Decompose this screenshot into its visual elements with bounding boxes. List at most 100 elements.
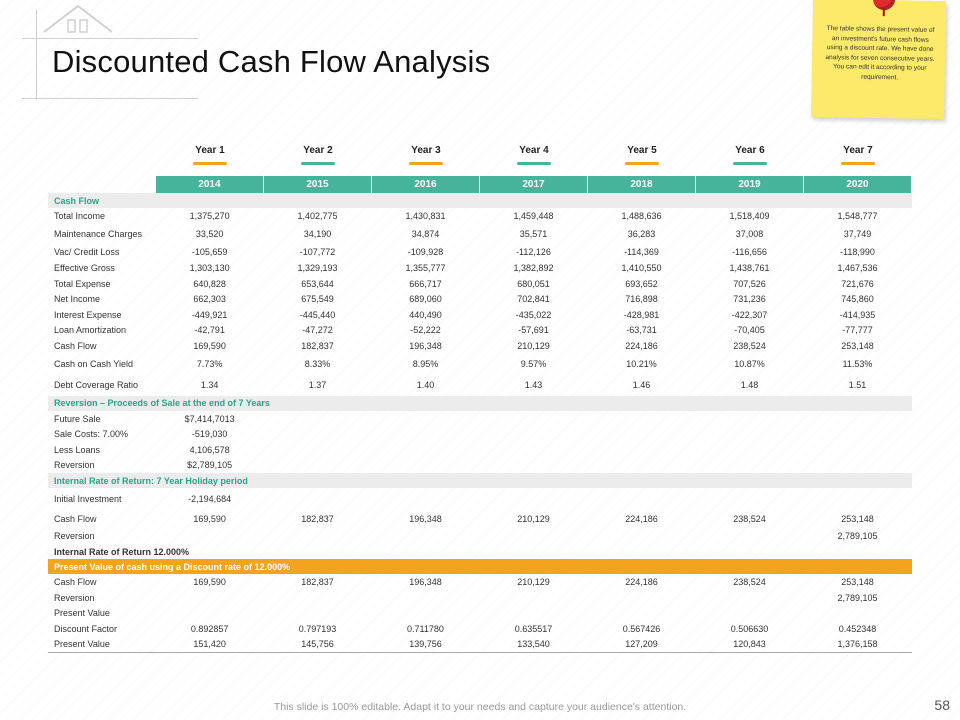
table-section-row: Internal Rate of Return: 7 Year Holiday … — [48, 473, 912, 489]
year-underline — [733, 162, 767, 165]
table-cell — [803, 488, 911, 509]
table-cell: 662,303 — [193, 294, 226, 305]
table-cell: -116,656 — [732, 247, 767, 258]
year-label-text: Year 7 — [843, 145, 873, 156]
table-cell: 1.40 — [416, 380, 435, 391]
row-label: Present Value — [48, 636, 156, 654]
frame-line-bottom — [22, 98, 198, 99]
table-cell — [263, 442, 371, 458]
table-cell: -42,791 — [194, 325, 225, 336]
table-cell — [479, 488, 587, 509]
table-cell: 182,837 — [301, 340, 334, 351]
table-cell: 1.46 — [632, 380, 651, 391]
table-cell: 1,303,130 — [189, 262, 230, 273]
table-cell: 1,410,550 — [621, 262, 662, 273]
table-cell: 35,571 — [519, 229, 548, 240]
year-label: Year 4 — [480, 145, 588, 165]
table-cell: 224,186 — [625, 513, 658, 524]
pin-icon — [872, 0, 896, 11]
table-cell — [695, 426, 803, 442]
table-cell — [587, 458, 695, 474]
table-cell — [587, 606, 695, 622]
row-label: Loan Amortization — [54, 325, 127, 336]
table-row: Cash Flow 169,590 182,837 196,348 210,129 224… — [48, 338, 912, 354]
table-cell: 253,148 — [841, 577, 874, 588]
section-label: Internal Rate of Return: 7 Year Holiday … — [48, 473, 912, 489]
table-cell: 2,789,105 — [837, 530, 878, 541]
table-row: Maintenance Charges 33,520 34,190 34,874 35,… — [48, 224, 912, 245]
table-cell — [156, 606, 264, 622]
column-header: 2017 — [479, 176, 588, 193]
row-label: Discount Factor — [54, 623, 118, 634]
column-header: 2014 — [155, 176, 264, 193]
table-section-row: Present Value of cash using a Discount r… — [48, 559, 912, 575]
table-cell: 253,148 — [841, 513, 874, 524]
table-cell — [695, 488, 803, 509]
table-cell: 196,348 — [409, 340, 442, 351]
table-cell — [479, 426, 587, 442]
table-cell: 666,717 — [409, 278, 442, 289]
sticky-note: The table shows the present value of an … — [810, 0, 947, 120]
table-cell: 716,898 — [625, 294, 658, 305]
table-cell: 238,524 — [733, 513, 766, 524]
row-label: Cash on Cash Yield — [54, 359, 134, 370]
table-cell: 182,837 — [301, 577, 334, 588]
table-row: Debt Coverage Ratio 1.34 1.37 1.40 1.43 1.46 1… — [48, 375, 912, 396]
table-cell: 1,518,409 — [729, 210, 770, 221]
table-cell: -449,921 — [191, 309, 228, 320]
row-label: Sale Costs: 7.00% — [54, 429, 129, 440]
table-cell — [479, 590, 587, 606]
row-label: Cash Flow — [54, 577, 97, 588]
year-label-text: Year 6 — [735, 145, 765, 156]
table-cell: 675,549 — [301, 294, 334, 305]
table-cell: 238,524 — [733, 577, 766, 588]
table-cell — [479, 528, 587, 544]
table-cell — [695, 590, 803, 606]
page-number: 58 — [934, 697, 950, 713]
table-cell: 8.33% — [304, 359, 331, 370]
sticky-note-text: The table shows the present value of an … — [825, 25, 935, 82]
year-underline — [301, 162, 335, 165]
table-cell: 1.51 — [848, 380, 867, 391]
table-cell: 1,329,193 — [297, 262, 338, 273]
table-cell: 1,382,892 — [513, 262, 554, 273]
table-cell — [371, 442, 479, 458]
table-row: Cash Flow 169,590 182,837 196,348 210,129 224… — [48, 509, 912, 528]
year-label-text: Year 1 — [195, 145, 225, 156]
year-label: Year 3 — [372, 145, 480, 165]
year-underline — [841, 162, 875, 165]
table-cell: 745,860 — [841, 294, 874, 305]
table-cell: 238,524 — [733, 340, 766, 351]
table-cell: 196,348 — [409, 513, 442, 524]
year-label-text: Year 2 — [303, 145, 333, 156]
column-header: 2020 — [803, 176, 913, 193]
table-cell: 36,283 — [627, 229, 656, 240]
table-row: Present Value 151,420 145,756 139,756 133,54… — [48, 636, 912, 654]
table-cell — [371, 606, 479, 622]
table-cell: 0.711780 — [407, 623, 444, 634]
table-cell — [371, 458, 479, 474]
table-cell: 169,590 — [193, 513, 226, 524]
table-cell: 7.73% — [196, 359, 223, 370]
table-cell: 1,488,636 — [621, 210, 662, 221]
table-cell: 210,129 — [517, 513, 550, 524]
year-label: Year 5 — [588, 145, 696, 165]
table-cell: 689,060 — [409, 294, 442, 305]
table-cell: 707,526 — [733, 278, 766, 289]
section-label: Reversion – Proceeds of Sale at the end … — [48, 395, 912, 411]
table-cell: -57,691 — [518, 325, 549, 336]
table-cell — [263, 606, 371, 622]
row-label: Reversion — [54, 460, 95, 471]
table-cell: 1,438,761 — [729, 262, 770, 273]
table-cell: 169,590 — [193, 577, 226, 588]
table-cell — [263, 528, 371, 544]
table-row: Interest Expense -449,921 -445,440 440,490 -… — [48, 307, 912, 323]
table-cell: 1,402,775 — [297, 210, 338, 221]
table-cell — [803, 411, 911, 427]
table-cell: 0.635517 — [514, 623, 553, 634]
table-cell: 127,209 — [587, 636, 696, 654]
row-label: Maintenance Charges — [54, 229, 143, 240]
table-cell: 1,467,536 — [837, 262, 878, 273]
table-cell: -428,981 — [623, 309, 660, 320]
table-cell: -107,772 — [299, 247, 336, 258]
